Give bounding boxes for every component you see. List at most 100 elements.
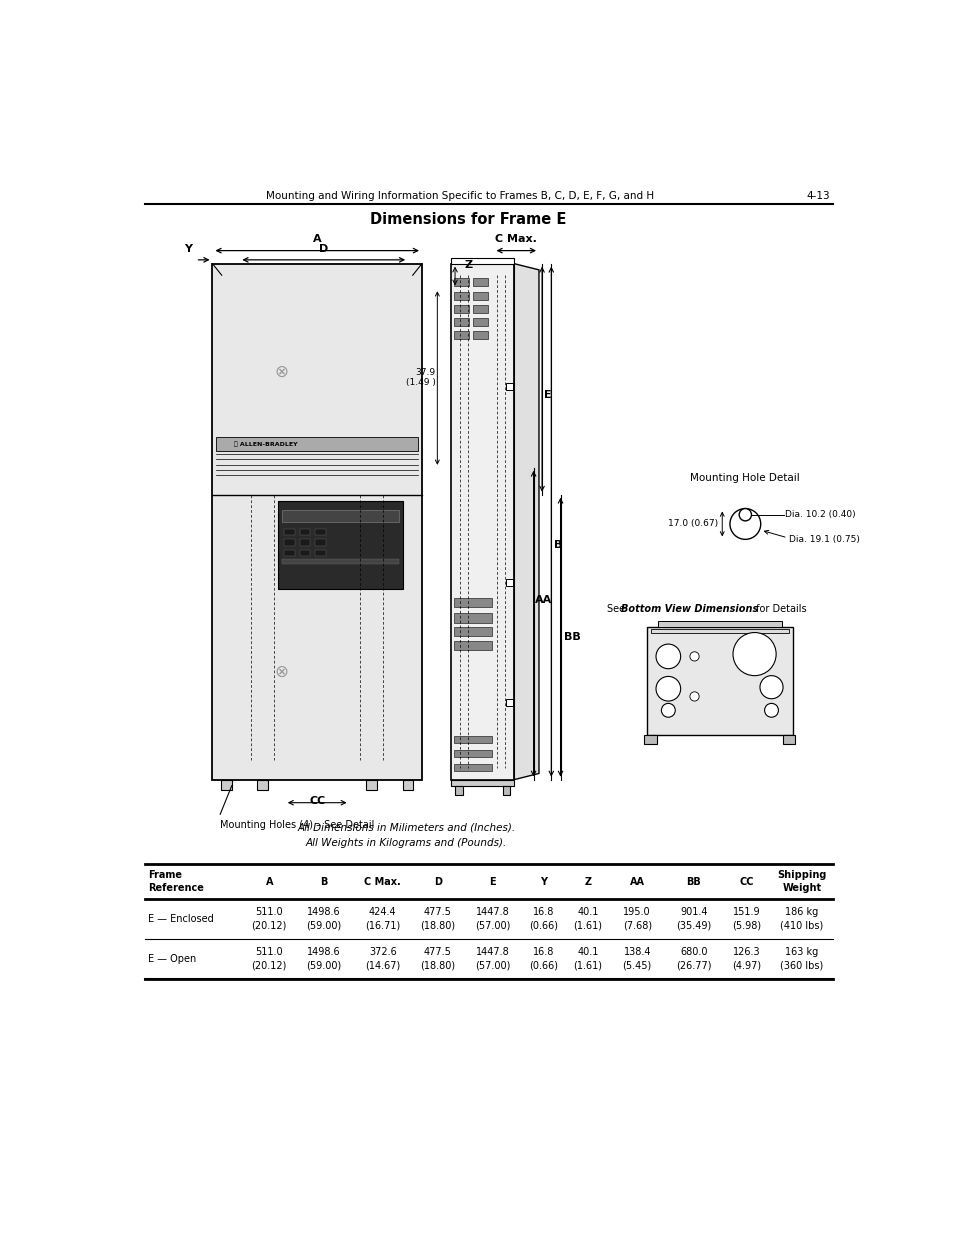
Text: BB: BB bbox=[563, 632, 579, 642]
Text: E — Open: E — Open bbox=[148, 953, 196, 965]
Bar bbox=[453, 278, 469, 287]
Circle shape bbox=[739, 509, 751, 521]
Text: Mounting and Wiring Information Specific to Frames B, C, D, E, F, G, and H: Mounting and Wiring Information Specific… bbox=[266, 191, 654, 201]
Text: 680.0
(26.77): 680.0 (26.77) bbox=[676, 947, 711, 971]
Bar bbox=[644, 735, 656, 745]
Bar bbox=[221, 779, 232, 790]
Text: E — Enclosed: E — Enclosed bbox=[148, 914, 213, 924]
Bar bbox=[453, 319, 469, 326]
Text: Ⓜ ALLEN-BRADLEY: Ⓜ ALLEN-BRADLEY bbox=[233, 441, 297, 447]
Text: C Max.: C Max. bbox=[364, 877, 400, 887]
Text: BB: BB bbox=[686, 877, 700, 887]
Bar bbox=[299, 540, 310, 546]
Text: 195.0
(7.68): 195.0 (7.68) bbox=[622, 908, 651, 930]
Text: Frame
Reference: Frame Reference bbox=[148, 869, 204, 893]
Text: E: E bbox=[489, 877, 496, 887]
Bar bbox=[284, 550, 294, 556]
Text: 40.1
(1.61): 40.1 (1.61) bbox=[573, 947, 601, 971]
Text: 1447.8
(57.00): 1447.8 (57.00) bbox=[475, 908, 510, 930]
Text: Dia. 19.1 (0.75): Dia. 19.1 (0.75) bbox=[788, 535, 860, 543]
Bar bbox=[451, 258, 514, 264]
Text: Y: Y bbox=[184, 243, 192, 253]
Circle shape bbox=[656, 677, 679, 701]
Text: CC: CC bbox=[309, 795, 325, 805]
Bar bbox=[782, 735, 795, 745]
Circle shape bbox=[760, 676, 782, 699]
Bar bbox=[281, 559, 398, 564]
Text: AA: AA bbox=[629, 877, 644, 887]
Text: 1447.8
(57.00): 1447.8 (57.00) bbox=[475, 947, 510, 971]
Bar bbox=[453, 641, 492, 651]
Text: 511.0
(20.12): 511.0 (20.12) bbox=[252, 908, 287, 930]
Text: 372.6
(14.67): 372.6 (14.67) bbox=[365, 947, 400, 971]
Bar bbox=[453, 305, 469, 312]
Bar bbox=[505, 699, 513, 705]
Text: Dia. 10.2 (0.40): Dia. 10.2 (0.40) bbox=[784, 510, 855, 519]
Bar bbox=[453, 293, 469, 300]
Circle shape bbox=[656, 645, 679, 668]
Text: D: D bbox=[319, 243, 328, 253]
Bar bbox=[277, 501, 402, 589]
Text: 16.8
(0.66): 16.8 (0.66) bbox=[529, 947, 558, 971]
Bar bbox=[314, 550, 325, 556]
Text: ⊗: ⊗ bbox=[274, 663, 289, 680]
Bar bbox=[451, 264, 514, 779]
Text: B: B bbox=[320, 877, 328, 887]
Text: AA: AA bbox=[535, 595, 552, 605]
Circle shape bbox=[689, 692, 699, 701]
Bar bbox=[650, 630, 788, 634]
Bar bbox=[314, 540, 325, 546]
Bar bbox=[505, 579, 513, 587]
Bar bbox=[284, 540, 294, 546]
Circle shape bbox=[732, 632, 776, 676]
Bar bbox=[473, 319, 488, 326]
Text: 151.9
(5.98): 151.9 (5.98) bbox=[732, 908, 760, 930]
Text: Mounting Hole Detail: Mounting Hole Detail bbox=[690, 473, 800, 483]
Bar bbox=[658, 621, 781, 627]
Bar bbox=[453, 751, 492, 757]
Circle shape bbox=[763, 704, 778, 718]
Bar bbox=[453, 598, 492, 608]
Bar bbox=[453, 614, 492, 622]
Bar bbox=[257, 779, 268, 790]
Bar bbox=[646, 627, 792, 735]
Text: 17.0 (0.67): 17.0 (0.67) bbox=[667, 520, 718, 529]
Bar bbox=[216, 437, 417, 451]
Text: 37.9
(1.49 ): 37.9 (1.49 ) bbox=[405, 368, 436, 388]
Bar bbox=[314, 529, 325, 535]
Bar bbox=[299, 529, 310, 535]
Text: 901.4
(35.49): 901.4 (35.49) bbox=[676, 908, 711, 930]
Bar bbox=[473, 331, 488, 340]
Text: 477.5
(18.80): 477.5 (18.80) bbox=[419, 947, 455, 971]
Bar bbox=[366, 779, 376, 790]
Text: See: See bbox=[606, 604, 627, 614]
Text: 1498.6
(59.00): 1498.6 (59.00) bbox=[306, 947, 341, 971]
Text: CC: CC bbox=[739, 877, 754, 887]
Polygon shape bbox=[514, 264, 538, 779]
Text: Dimensions for Frame E: Dimensions for Frame E bbox=[370, 211, 566, 226]
Circle shape bbox=[689, 652, 699, 661]
Text: 511.0
(20.12): 511.0 (20.12) bbox=[252, 947, 287, 971]
Bar bbox=[451, 779, 514, 785]
Text: Mounting Holes (4) – See Detail: Mounting Holes (4) – See Detail bbox=[220, 820, 375, 830]
Text: 477.5
(18.80): 477.5 (18.80) bbox=[419, 908, 455, 930]
Text: Z: Z bbox=[583, 877, 591, 887]
Bar bbox=[213, 264, 421, 779]
Text: for Details: for Details bbox=[752, 604, 806, 614]
Text: E: E bbox=[543, 389, 551, 400]
Bar bbox=[473, 278, 488, 287]
Bar bbox=[455, 785, 462, 795]
Text: 40.1
(1.61): 40.1 (1.61) bbox=[573, 908, 601, 930]
Bar bbox=[505, 383, 513, 390]
Bar bbox=[299, 550, 310, 556]
Bar bbox=[453, 331, 469, 340]
Text: Shipping
Weight: Shipping Weight bbox=[777, 869, 826, 893]
Text: 126.3
(4.97): 126.3 (4.97) bbox=[732, 947, 760, 971]
Text: 163 kg
(360 lbs): 163 kg (360 lbs) bbox=[780, 947, 822, 971]
Text: B: B bbox=[554, 540, 562, 550]
Text: 4-13: 4-13 bbox=[805, 191, 829, 201]
Text: D: D bbox=[434, 877, 441, 887]
Text: 424.4
(16.71): 424.4 (16.71) bbox=[365, 908, 400, 930]
Bar bbox=[502, 785, 510, 795]
Bar bbox=[281, 510, 398, 522]
